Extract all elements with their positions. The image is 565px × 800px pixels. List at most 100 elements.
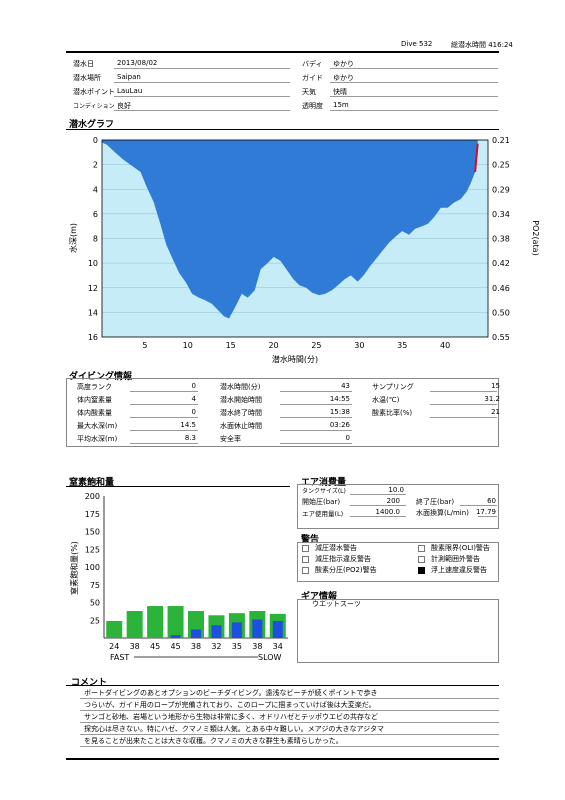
- warning-title: 警告: [301, 535, 320, 545]
- chart-frame: [101, 139, 489, 338]
- y-ticks: 0 2 4 6 8 10 12 14 16: [88, 136, 98, 342]
- y2-tick-label: 0.46: [492, 284, 510, 293]
- x-tick-label: 5: [142, 341, 147, 350]
- checkbox-icon: [418, 555, 425, 563]
- comment-line: つらいが、ガイド用のロープが完備されており、このロープに掴まっていけば後は大変楽…: [84, 701, 376, 709]
- x-tick-label: 30: [354, 341, 364, 350]
- diving-field-value: 31.2: [484, 395, 500, 403]
- n2-y-tick-label: 100: [85, 563, 100, 572]
- total-dive-time: 総潜水時間 416:24: [451, 41, 513, 49]
- n2-x-tick-label: 32: [211, 642, 221, 651]
- checked-box-icon: [418, 566, 425, 574]
- n2-x-tick-label: 24: [109, 642, 119, 651]
- warning-item: 減圧指示違反警告: [302, 554, 371, 564]
- y2-tick-label: 0.25: [492, 161, 510, 170]
- y-tick-label: 12: [88, 284, 98, 293]
- y-tick-label: 14: [88, 308, 98, 317]
- y-tick-label: 0: [93, 136, 98, 145]
- n2-y-tick-label: 175: [85, 510, 100, 519]
- date-value: 2013/08/02: [117, 59, 158, 67]
- warning-label: 浮上速度違反警告: [431, 566, 487, 574]
- n2-bar-inner: [170, 635, 181, 638]
- footer-rule: [66, 758, 499, 760]
- n2-x-tick-label: 38: [252, 642, 262, 651]
- diving-field-value: 4: [191, 395, 196, 403]
- y-axis-label: 水深(m): [68, 223, 78, 253]
- y2-tick-label: 0.42: [492, 259, 510, 268]
- header-rule: [66, 51, 499, 53]
- diving-field-label: 潜水時間(分): [220, 383, 261, 391]
- place-value: Saipan: [117, 73, 141, 81]
- diving-info-title: ダイビング情報: [69, 372, 133, 382]
- diving-field-label: 水温(℃): [372, 396, 400, 404]
- warning-label: 酸素限界(OLI)警告: [431, 544, 490, 552]
- diving-field-value: 15:38: [329, 408, 350, 416]
- n2-x-tick-label: 45: [170, 642, 180, 651]
- diving-field-label: 高度ランク: [77, 383, 112, 391]
- warning-item: 浮上速度違反警告: [418, 565, 487, 575]
- n2-bar-total: [167, 606, 184, 638]
- diving-field-label: 平均水深(m): [77, 435, 118, 443]
- diving-field-label: 安全率: [220, 435, 241, 443]
- buddy-value: ゆかり: [333, 60, 354, 68]
- diving-field-label: 潜水終了時間: [220, 409, 262, 417]
- y2-tick-label: 0.21: [492, 136, 510, 145]
- guide-label: ガイド: [302, 74, 323, 82]
- n2-x-tick-label: 45: [150, 642, 160, 651]
- checkbox-icon: [302, 544, 309, 552]
- warning-label: 減圧潜水警告: [315, 544, 357, 552]
- x-tick-label: 40: [440, 341, 450, 350]
- tank-value: 10.0: [388, 486, 404, 494]
- x-tick-label: 15: [226, 341, 236, 350]
- y-tick-label: 8: [93, 235, 98, 244]
- diving-field-value: 14.5: [180, 421, 196, 429]
- y2-ticks: 0.21 0.25 0.29 0.34 0.38 0.42 0.46 0.50 0.55: [492, 136, 510, 342]
- y-tick-label: 6: [93, 210, 98, 219]
- checkbox-icon: [418, 544, 425, 552]
- depth-area: [102, 140, 478, 319]
- y-tick-label: 10: [88, 259, 98, 268]
- warning-item: 減圧潜水警告: [302, 543, 357, 553]
- n2-bar-total: [126, 611, 143, 638]
- y-tick-label: 2: [93, 161, 98, 170]
- n2-y-tick-label: 25: [90, 616, 100, 625]
- y2-tick-label: 0.38: [492, 235, 510, 244]
- diving-field-value: 03:26: [329, 421, 350, 429]
- n2-y-tick-label: 75: [90, 581, 100, 590]
- diving-field-value: 14:55: [329, 395, 350, 403]
- surface-rate-value: 17.79: [475, 508, 496, 516]
- n2-x-ticks: 24 38 45 45 38 32 35 38 34: [109, 642, 283, 651]
- warning-item: 酸素分圧(PO2)警告: [302, 565, 377, 575]
- point-value: LauLau: [117, 87, 143, 95]
- comment-line: を見ることが出来たことは大きな収穫。クマノミの大きな群生も素晴らしかった。: [84, 737, 343, 745]
- guide-value: ゆかり: [333, 74, 354, 82]
- gear-box: [297, 599, 499, 663]
- place-label: 潜水場所: [73, 74, 101, 82]
- diving-info-box: [66, 378, 499, 447]
- diving-field-label: 水面休止時間: [220, 422, 262, 430]
- y-tick-label: 16: [88, 333, 98, 342]
- diving-field-value: 21: [491, 408, 500, 416]
- comment-title: コメント: [71, 678, 108, 688]
- checkbox-icon: [302, 555, 309, 563]
- warning-label: 減圧指示違反警告: [315, 555, 371, 563]
- warning-label: 計測範囲外警告: [431, 555, 480, 563]
- x-tick-label: 35: [397, 341, 407, 350]
- gear-title: ギア情報: [301, 592, 338, 602]
- ascent-warning-line: [474, 143, 479, 173]
- y2-axis-label: PO2(ata): [531, 220, 540, 255]
- n2-bars: [106, 606, 286, 638]
- x-ticks: 5 10 15 20 25 30 35 40: [142, 341, 450, 350]
- nitrogen-title: 窒素飽和量: [69, 478, 115, 488]
- visibility-label: 透明度: [302, 102, 323, 110]
- dive-number: Dive 532: [401, 40, 433, 48]
- air-used-label: エア使用量(L): [302, 510, 344, 518]
- diving-field-label: 体内窒素量: [77, 396, 112, 404]
- x-axis-label: 潜水時間(分): [272, 354, 318, 364]
- start-pressure-label: 開始圧(bar): [302, 498, 341, 506]
- nitrogen-chart: 25 50 75 100 125 150 175 200 24 38 45 45 38 32 35 38 34…: [69, 492, 288, 662]
- buddy-label: バディ: [302, 60, 323, 68]
- n2-x-tick-label: 35: [232, 642, 242, 651]
- comment-line: ボートダイビングのあとオプションのビーチダイビング。遠浅なビーチが続くポイントで…: [84, 689, 378, 697]
